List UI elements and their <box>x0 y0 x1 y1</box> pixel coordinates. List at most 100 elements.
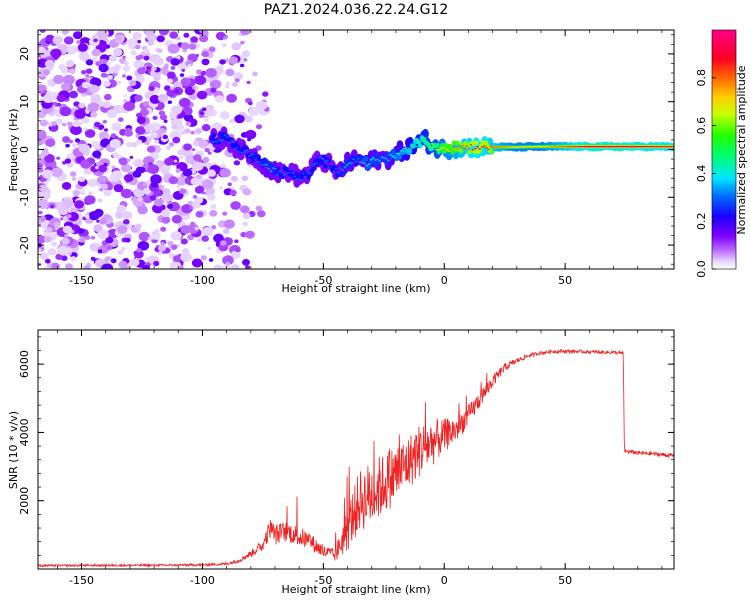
spectrogram-noise-blob <box>219 186 223 190</box>
spectrogram-y-axis-label: Frequency (Hz) <box>7 109 20 192</box>
spectrogram-ridge-mid <box>435 142 440 148</box>
spectrogram-noise-blob <box>173 159 178 163</box>
spectrogram-noise-blob <box>123 94 128 98</box>
spectrogram-noise-blob <box>224 84 230 89</box>
spectrogram-noise-blob <box>190 130 195 135</box>
spectrogram-noise-blob <box>199 111 205 116</box>
spectrogram-noise-blob <box>78 143 91 154</box>
spectrogram-noise-blob <box>137 241 150 251</box>
spectrogram-noise-blob <box>117 80 122 85</box>
spectrogram-ridge-core <box>441 146 445 149</box>
snr-y-ticks: 2000 4000 6000 <box>18 336 674 556</box>
snr-y-axis-label: SNR (10 * v/v) <box>7 411 20 489</box>
spectrogram-noise-blob <box>135 139 143 145</box>
spectrogram-ridge-core <box>498 146 501 149</box>
spectrogram-noise-blob <box>202 107 207 112</box>
spectrogram-noise-blob <box>77 43 88 52</box>
spectrogram-noise-blob <box>38 129 46 137</box>
spectrogram-noise-blob <box>157 93 169 103</box>
spectrogram-ridge-core <box>297 178 301 181</box>
spectrogram-ridge-mid <box>440 142 445 148</box>
spectrogram-noise-blob <box>180 238 188 245</box>
spectrogram-noise-blob <box>132 32 142 40</box>
spectrogram-ridge-core <box>493 146 497 149</box>
spectrogram-ridge-core <box>324 159 327 162</box>
spectrogram-ridge-core <box>256 161 260 164</box>
spectrogram-ridge-core <box>456 147 460 150</box>
spectrogram-noise-blob <box>164 85 171 91</box>
spectrogram-ridge-core <box>615 145 619 148</box>
spectrogram-noise-blob <box>222 255 234 266</box>
spectrogram-ridge-core <box>389 154 392 156</box>
spectrogram-ridge-core <box>561 145 564 148</box>
spectrogram-ridge-core <box>491 146 495 149</box>
spectrogram-ridge-core <box>600 145 603 148</box>
spectrogram-noise-blob <box>242 188 252 196</box>
spectrogram-noise-blob <box>228 56 239 65</box>
spectrogram-noise-blob <box>44 153 55 163</box>
spectrogram-noise-blob <box>74 138 81 143</box>
spectrogram-noise-blob <box>136 248 142 253</box>
spectrogram-ridge-core <box>537 145 540 148</box>
spectrogram-noise-blob <box>195 54 200 57</box>
spectrogram-ridge-core <box>587 145 590 148</box>
spectrogram-noise-blob <box>39 155 44 160</box>
spectrogram-noise-blob <box>73 101 80 107</box>
spectrogram-noise-blob <box>109 138 121 149</box>
spectrogram-ridge-core <box>515 146 519 149</box>
spectrogram-noise-blob <box>126 75 133 81</box>
spectrogram-ridge-core <box>620 145 623 148</box>
spectrogram-noise-blob <box>98 164 108 173</box>
spectrogram-ridge-core <box>232 141 236 144</box>
spectrogram-noise-blob <box>160 241 166 246</box>
spectrogram-ridge-core <box>502 146 506 149</box>
spectrogram-noise-blob <box>245 129 257 140</box>
spectrogram-noise-blob <box>139 108 149 117</box>
spectrogram-ridge-core <box>319 156 323 159</box>
spectrogram-noise-blob <box>171 124 178 130</box>
spectrogram-noise-blob <box>63 36 74 45</box>
spectrogram-ridge-core <box>467 148 471 150</box>
spectrogram-noise-blob <box>152 203 164 214</box>
spectrogram-ridge-core <box>215 140 218 143</box>
spectrogram-ridge-mid <box>384 160 389 166</box>
spectrogram-noise-blob <box>162 134 168 140</box>
spectrogram-ridge-core <box>404 147 408 149</box>
spectrogram-noise-blob <box>38 199 49 209</box>
spectrogram-noise-blob <box>57 245 69 256</box>
spectrogram-noise-blob <box>126 158 131 163</box>
spectrogram-noise-blob <box>170 65 176 70</box>
spectrogram-noise-blob <box>65 263 73 269</box>
spectrogram-x-tick-label: 0 <box>441 274 448 287</box>
spectrogram-noise-blob <box>208 46 216 53</box>
spectrogram-noise-blob <box>170 244 178 251</box>
spectrogram-noise-blob <box>107 102 112 106</box>
spectrogram-ridge-core <box>326 160 329 163</box>
snr-x-tick-label: -150 <box>69 574 94 587</box>
spectrogram-noise-blob <box>161 192 173 203</box>
spectrogram-noise-blob <box>175 168 181 173</box>
spectrogram-noise-blob <box>166 146 171 150</box>
spectrogram-noise-blob <box>103 214 111 221</box>
spectrogram-noise-blob <box>87 178 97 187</box>
spectrogram-noise-blob <box>135 223 142 230</box>
spectrogram-noise-blob <box>117 249 124 255</box>
spectrogram-noise-blob <box>241 175 249 182</box>
spectrogram-noise-blob <box>95 243 101 248</box>
spectrogram-noise-blob <box>156 35 165 43</box>
spectrogram-noise-blob <box>112 72 117 77</box>
spectrogram-noise-blob <box>154 140 159 144</box>
spectrogram-noise-blob <box>66 214 72 219</box>
spectrogram-noise-blob <box>53 74 65 85</box>
spectrogram-noise-blob <box>83 167 93 175</box>
spectrogram-noise-blob <box>72 189 81 197</box>
spectrogram-noise-blob <box>93 38 98 43</box>
spectrogram-noise-blob <box>151 231 156 235</box>
spectrogram-noise-blob <box>149 122 161 131</box>
spectrogram-noise-blob <box>201 51 209 58</box>
spectrogram-noise-blob <box>88 211 100 221</box>
spectrogram-noise-blob <box>229 119 235 124</box>
spectrogram-noise-blob <box>234 78 240 83</box>
spectrogram-ridge-core <box>315 162 318 165</box>
spectrogram-noise-blob <box>41 169 53 179</box>
